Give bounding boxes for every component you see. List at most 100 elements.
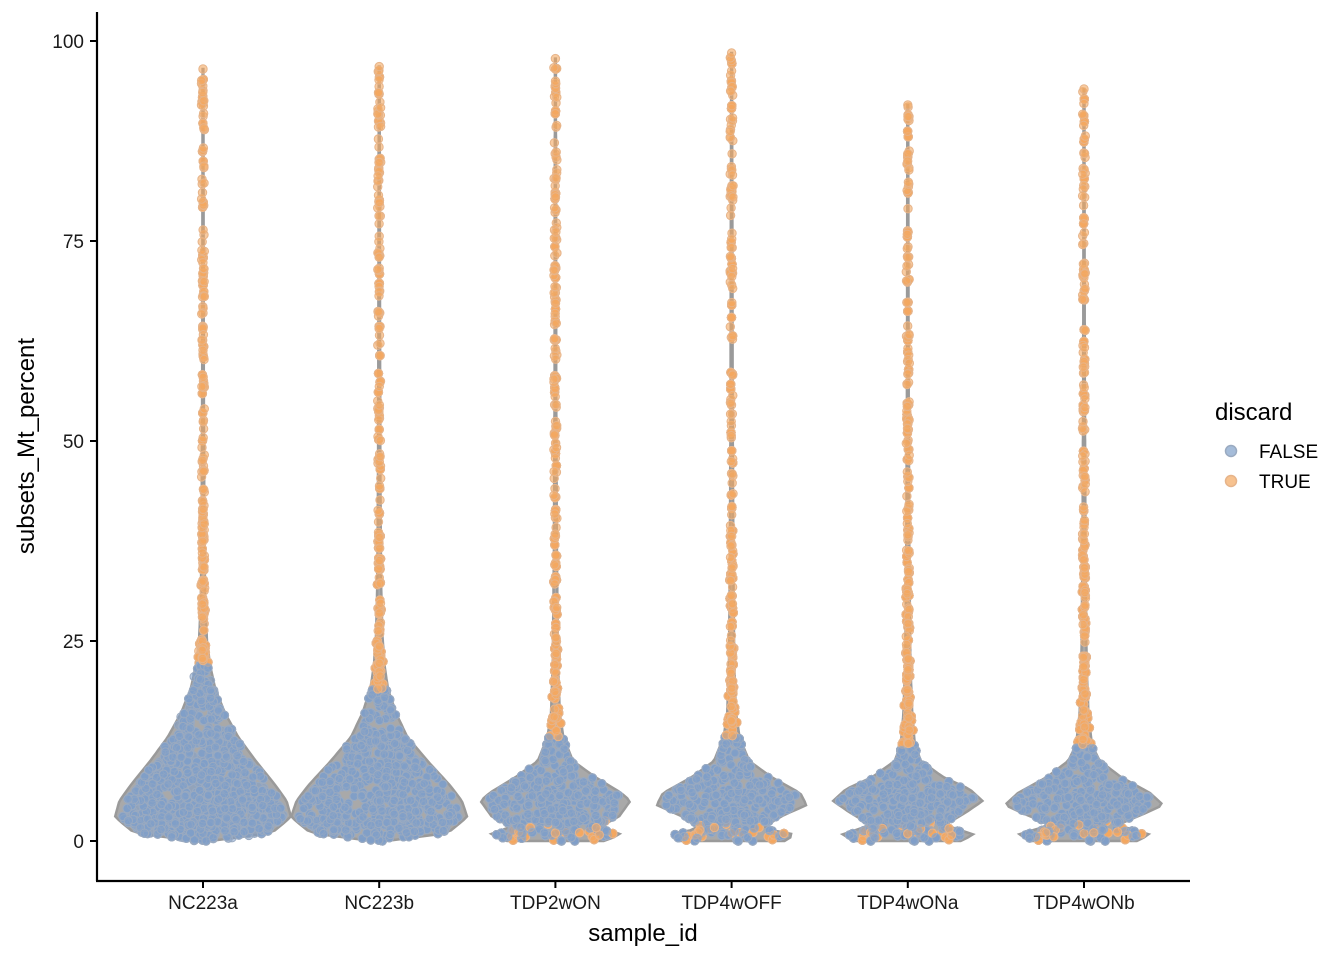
point-false	[171, 742, 182, 753]
point-true	[198, 504, 208, 514]
point-false	[205, 685, 216, 695]
point-true	[199, 625, 209, 635]
point-true	[199, 123, 209, 133]
point-false	[207, 806, 218, 816]
point-true	[198, 143, 209, 153]
point-false	[266, 788, 277, 798]
point-false	[147, 798, 157, 808]
point-false	[123, 794, 133, 804]
point-true	[199, 562, 209, 572]
point-false	[176, 752, 186, 762]
point-true	[197, 548, 208, 558]
point-false	[220, 826, 230, 836]
point-false	[211, 778, 221, 789]
point-true	[198, 536, 208, 546]
point-false	[258, 800, 268, 811]
point-false	[364, 756, 375, 766]
point-true	[197, 237, 207, 247]
point-false	[248, 772, 258, 782]
point-false	[183, 732, 194, 742]
point-false	[220, 780, 230, 791]
point-true	[198, 372, 208, 382]
point-false	[213, 705, 224, 715]
point-false	[232, 779, 243, 789]
point-true	[198, 417, 208, 427]
point-false	[179, 708, 189, 719]
point-false	[237, 795, 248, 805]
point-false	[195, 785, 205, 796]
point-true	[198, 225, 208, 235]
point-false	[206, 766, 216, 777]
point-true	[199, 466, 209, 477]
point-false	[206, 714, 217, 724]
point-false	[146, 819, 156, 829]
point-false	[227, 770, 237, 780]
point-false	[199, 758, 210, 769]
point-true	[197, 381, 207, 392]
point-true	[199, 96, 209, 106]
point-false	[203, 663, 213, 673]
point-false	[234, 739, 245, 749]
point-false	[172, 786, 183, 796]
point-false	[206, 728, 216, 738]
point-true	[197, 653, 208, 664]
point-false	[242, 780, 252, 790]
point-false	[188, 685, 199, 696]
point-true	[199, 161, 209, 171]
point-false	[194, 730, 204, 740]
point-true	[199, 291, 210, 302]
point-true	[196, 75, 207, 86]
point-false	[123, 816, 134, 826]
point-false	[240, 768, 250, 778]
point-true	[197, 599, 208, 609]
point-true	[198, 263, 209, 274]
point-false	[263, 821, 273, 831]
point-false	[156, 799, 167, 810]
point-false	[185, 828, 196, 838]
point-false	[167, 832, 177, 842]
point-false	[139, 828, 150, 838]
point-false	[239, 827, 249, 837]
point-false	[221, 813, 232, 823]
point-true	[199, 276, 209, 287]
point-true	[199, 404, 210, 414]
point-true	[197, 309, 207, 319]
point-false	[192, 806, 203, 817]
point-true	[198, 64, 208, 74]
point-true	[197, 187, 208, 198]
point-false	[247, 802, 257, 813]
point-true	[197, 245, 207, 256]
point-false	[229, 827, 239, 837]
point-false	[184, 694, 194, 704]
point-false	[220, 803, 230, 814]
point-false	[180, 791, 190, 801]
points-NC223a	[118, 64, 288, 846]
point-false	[185, 723, 196, 733]
point-false	[197, 818, 208, 829]
point-false	[196, 770, 207, 780]
point-false	[156, 824, 166, 835]
point-false	[239, 817, 249, 828]
point-true	[197, 335, 207, 345]
point-false	[197, 748, 207, 758]
plot-area	[113, 48, 1164, 846]
point-false	[169, 766, 180, 777]
point-false	[183, 743, 193, 753]
point-false	[221, 752, 232, 762]
point-true	[197, 455, 208, 465]
point-false	[122, 803, 132, 814]
point-true	[197, 645, 207, 655]
point-false	[168, 752, 178, 762]
point-false	[158, 769, 169, 779]
point-true	[198, 484, 209, 494]
point-true	[198, 345, 208, 355]
point-false	[210, 742, 221, 752]
point-true	[198, 87, 208, 98]
point-true	[197, 612, 208, 622]
point-false	[170, 819, 181, 829]
point-false	[163, 779, 173, 789]
point-true	[199, 354, 209, 365]
point-false	[254, 824, 264, 834]
point-false	[213, 751, 223, 761]
